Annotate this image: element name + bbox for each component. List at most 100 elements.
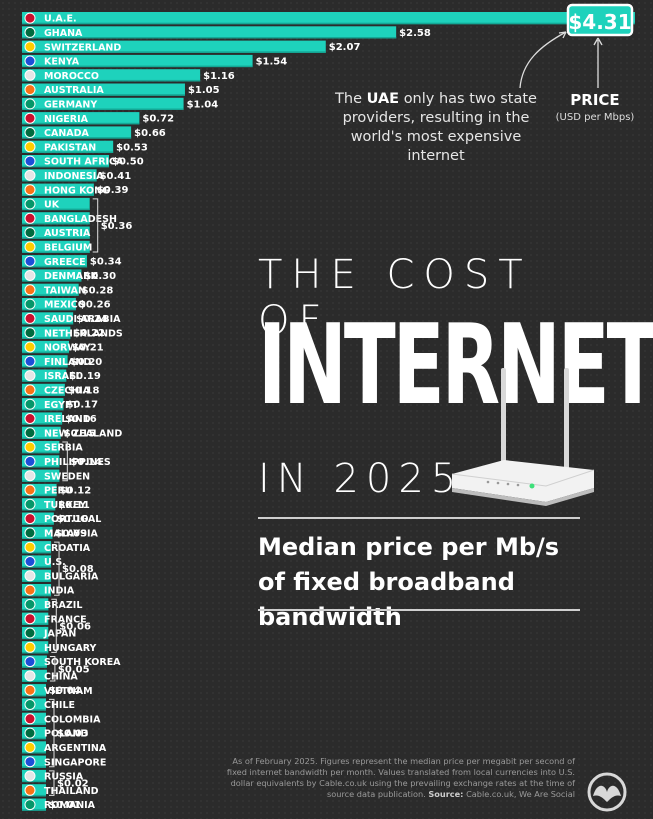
bar	[22, 83, 185, 96]
annotation-bold: UAE	[366, 91, 400, 107]
country-flag-icon	[24, 212, 36, 224]
bar-edge	[22, 51, 326, 53]
country-flag-icon	[24, 227, 36, 239]
bar-edge	[22, 723, 46, 725]
category-label: ARGENTINA	[44, 743, 107, 754]
bar	[22, 54, 253, 68]
bar	[22, 226, 90, 239]
bar-edge	[22, 280, 82, 282]
value-label: $0.16	[65, 414, 97, 425]
country-flag-icon	[24, 98, 36, 110]
value-label: $0.10	[57, 514, 89, 525]
title-line-3: IN 2025	[258, 456, 464, 502]
category-label: GERMANY	[44, 100, 97, 111]
country-flag-icon	[24, 770, 36, 782]
bar-edge	[22, 323, 74, 325]
bar	[22, 212, 90, 225]
country-flag-icon	[24, 141, 36, 153]
country-flag-icon	[24, 470, 36, 482]
footer-text: As of February 2025. Figures represent t…	[226, 756, 575, 799]
country-flag-icon	[24, 327, 36, 339]
bar	[22, 26, 397, 39]
country-flag-icon	[24, 613, 36, 625]
category-label: JAPAN	[43, 629, 76, 640]
category-label: VIETNAM	[44, 686, 93, 697]
country-flag-icon	[24, 484, 36, 496]
category-label: PHILIPPINES	[44, 457, 111, 468]
uae-annotation: The UAE only has two state providers, re…	[330, 90, 542, 166]
bar-edge	[22, 79, 201, 82]
bar-edge	[22, 466, 60, 468]
country-flag-icon	[24, 284, 36, 296]
divider-top	[258, 517, 580, 519]
bar	[22, 40, 326, 53]
bar-edge	[22, 752, 46, 754]
bar-edge	[22, 737, 46, 740]
bar	[22, 197, 90, 211]
bar-edge	[22, 594, 52, 597]
bar	[22, 240, 90, 253]
category-label: GHANA	[44, 28, 83, 39]
bar-edge	[22, 408, 64, 411]
country-flag-icon	[24, 355, 36, 367]
category-label: BRAZIL	[44, 600, 82, 611]
bar	[22, 69, 201, 82]
country-flag-icon	[24, 699, 36, 710]
category-label: EGYPT	[44, 400, 79, 411]
country-flag-icon	[24, 298, 36, 310]
price-arrowhead	[593, 37, 603, 46]
bar-edge	[22, 766, 46, 768]
subtitle: Median price per Mb/s of fixed broadband…	[258, 533, 560, 631]
category-label: COLOMBIA	[44, 714, 101, 725]
category-label: CHINA	[44, 672, 78, 683]
category-label: TAIWAN	[44, 285, 86, 296]
bar-edge	[22, 380, 67, 382]
country-flag-icon	[24, 69, 36, 81]
value-label: $1.04	[187, 99, 219, 110]
country-flag-icon	[24, 498, 36, 510]
country-flag-icon	[24, 241, 36, 253]
bar-edge	[22, 351, 69, 354]
category-label: SWITZERLAND	[44, 42, 121, 53]
country-flag-icon	[24, 55, 36, 67]
country-flag-icon	[24, 455, 36, 467]
country-flag-icon	[24, 127, 36, 138]
bar	[22, 183, 94, 196]
value-label: $0.28	[82, 285, 114, 296]
category-label: PAKISTAN	[44, 142, 96, 153]
value-label: $0.53	[116, 142, 148, 153]
footer-source-label: Source:	[428, 789, 464, 799]
country-flag-icon	[24, 427, 36, 439]
value-label: $0.19	[69, 371, 101, 382]
country-flag-icon	[24, 527, 36, 539]
bar	[22, 169, 97, 182]
bar-edge	[22, 694, 46, 697]
category-label: MALAYSIA	[44, 529, 99, 540]
country-flag-icon	[24, 398, 36, 410]
country-flag-icon	[24, 598, 36, 610]
category-label: NORWAY	[44, 343, 91, 354]
group-bracket	[49, 770, 55, 796]
value-label: $2.07	[329, 42, 361, 53]
bar-edge	[22, 208, 90, 211]
value-label: $0.09	[55, 528, 87, 539]
divider-bottom	[258, 609, 580, 611]
bar-edge	[22, 337, 71, 339]
value-label: $2.58	[399, 28, 431, 39]
category-label: ROMANIA	[44, 800, 96, 811]
country-flag-icon	[24, 656, 36, 668]
value-label: $0.18	[68, 385, 100, 396]
bar-edge	[22, 451, 60, 454]
bar-edge	[22, 94, 185, 96]
country-flag-icon	[24, 541, 36, 553]
category-label: CANADA	[44, 128, 90, 139]
country-flag-icon	[24, 627, 36, 639]
value-label: $0.03	[57, 729, 89, 740]
bar-edge	[22, 437, 61, 439]
category-label: NETHERLANDS	[44, 328, 123, 339]
category-label: NEW ZEALAND	[44, 428, 122, 439]
country-flag-icon	[24, 26, 36, 38]
country-flag-icon	[24, 684, 36, 696]
router-icon	[451, 368, 595, 506]
bar-edge	[22, 651, 49, 654]
